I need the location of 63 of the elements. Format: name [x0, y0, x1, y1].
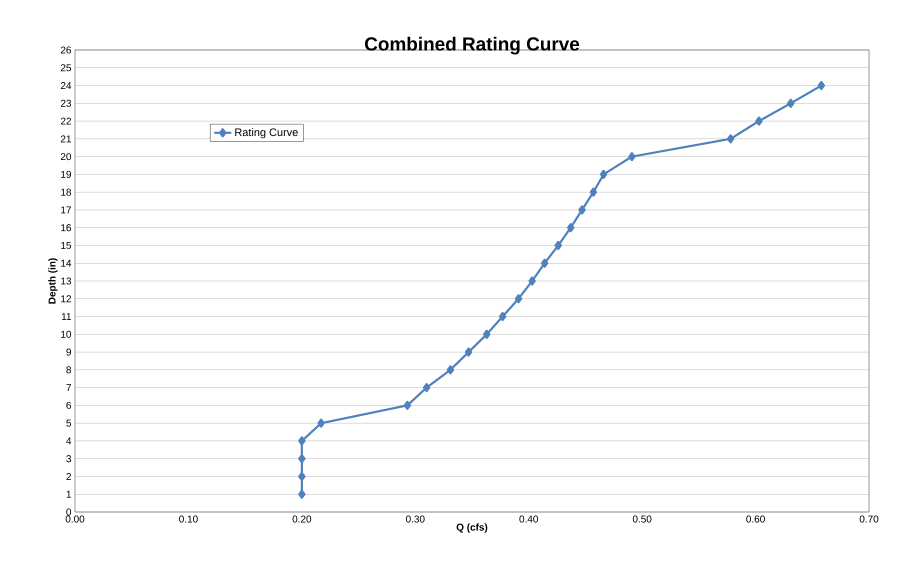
y-tick-label: 13 — [61, 277, 72, 285]
y-axis-title: Depth (in) — [48, 258, 58, 304]
y-tick-label: 26 — [60, 46, 72, 54]
y-tick-label: 15 — [61, 242, 72, 249]
x-tick-label: 0.40 — [519, 516, 538, 523]
y-tick-label: 17 — [61, 206, 71, 214]
point — [818, 80, 826, 90]
point — [446, 365, 454, 374]
x-tick-label: 0.20 — [292, 516, 312, 523]
y-tick-label: 24 — [60, 82, 72, 90]
point — [600, 170, 608, 179]
legend-label: Rating Curve — [235, 128, 298, 138]
point — [422, 383, 430, 392]
y-tick-label: 8 — [66, 366, 72, 374]
y-tick-label: 12 — [61, 295, 71, 302]
point — [514, 294, 522, 304]
point — [540, 258, 548, 268]
y-tick-label: 6 — [66, 402, 72, 409]
point — [566, 223, 574, 232]
y-tick-label: 3 — [66, 455, 72, 462]
y-tick-label: 21 — [60, 135, 71, 142]
y-tick-label: 18 — [61, 188, 72, 196]
point — [726, 134, 734, 144]
y-tick-label: 10 — [61, 330, 72, 338]
point — [590, 188, 598, 197]
y-tick-label: 20 — [60, 153, 72, 160]
point — [628, 152, 636, 162]
x-tick-label: 0.50 — [632, 516, 652, 523]
x-tick-label: 0.30 — [406, 516, 425, 523]
y-tick-label: 11 — [62, 313, 72, 320]
x-tick-label: 0.00 — [66, 516, 84, 523]
point — [298, 490, 306, 499]
point — [755, 116, 763, 126]
y-tick-label: 4 — [66, 437, 72, 444]
x-tick-label: 0.60 — [746, 516, 765, 523]
y-tick-label: 14 — [61, 260, 72, 267]
y-tick-label: 1 — [66, 490, 72, 498]
point — [464, 347, 472, 357]
y-tick-label: 0 — [66, 508, 72, 516]
chart-title: Combined Rating Curve — [364, 36, 580, 54]
point — [498, 312, 506, 322]
point — [317, 418, 325, 428]
y-tick-label: 16 — [61, 224, 72, 232]
y-tick-label: 22 — [60, 118, 71, 125]
y-tick-label: 5 — [66, 420, 72, 427]
x-axis-title: Q (cfs) — [456, 523, 488, 533]
y-tick-label: 19 — [61, 170, 72, 178]
point — [298, 454, 306, 464]
y-tick-label: 9 — [66, 348, 72, 356]
y-tick-label: 23 — [60, 100, 72, 107]
point — [787, 98, 794, 108]
y-tick-label: 7 — [66, 384, 71, 392]
x-tick-label: 0.10 — [179, 516, 198, 523]
x-tick-label: 0.70 — [860, 516, 878, 523]
point — [298, 436, 306, 446]
y-tick-label: 2 — [66, 472, 71, 480]
point — [298, 472, 306, 482]
point — [483, 330, 490, 339]
point — [404, 400, 412, 410]
point — [528, 276, 536, 286]
y-tick-label: 25 — [60, 64, 72, 72]
point — [578, 205, 586, 214]
point — [554, 240, 562, 250]
